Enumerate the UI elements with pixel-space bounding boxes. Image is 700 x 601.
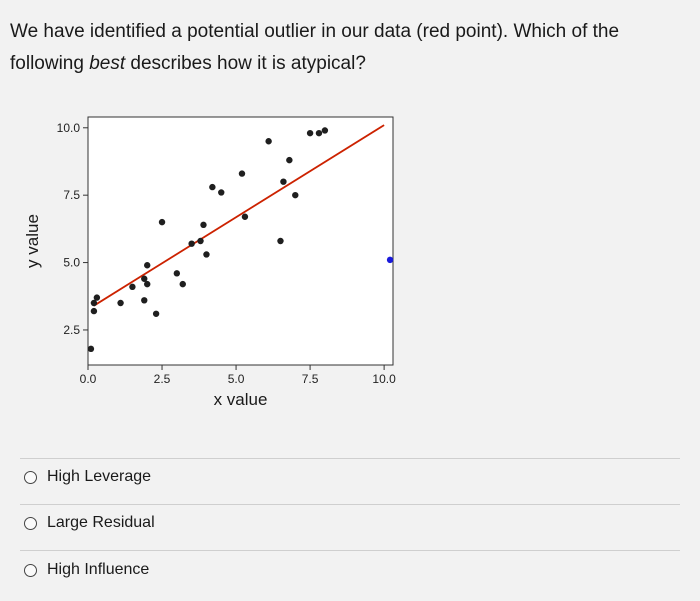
regression-line xyxy=(93,124,385,307)
data-point xyxy=(277,237,284,245)
data-point xyxy=(218,189,225,196)
data-point xyxy=(315,129,323,137)
option-high-leverage[interactable]: High Leverage xyxy=(24,468,151,486)
radio-button[interactable] xyxy=(24,563,37,577)
data-point xyxy=(209,183,216,191)
option-label: High Leverage xyxy=(47,468,152,485)
data-point xyxy=(265,138,272,145)
x-tick-label: 0.0 xyxy=(80,372,97,386)
y-axis-label: y value xyxy=(23,214,42,268)
question-text-part: describes how it is atypical? xyxy=(125,53,366,74)
radio-button[interactable] xyxy=(24,470,37,484)
y-tick-label: 5.0 xyxy=(63,256,80,270)
option-label: Large Residual xyxy=(47,514,155,531)
y-tick-label: 2.5 xyxy=(63,323,80,337)
data-point xyxy=(158,218,166,226)
x-axis-label: x value xyxy=(214,390,268,409)
data-point xyxy=(144,280,151,288)
question-text-part: We have identified a potential outlier i… xyxy=(10,21,620,74)
x-tick-label: 5.0 xyxy=(228,372,245,386)
question-emphasis: best xyxy=(89,53,126,74)
data-point xyxy=(306,129,314,137)
data-point xyxy=(173,270,181,277)
question-text: We have identified a potential outlier i… xyxy=(10,16,696,80)
data-point xyxy=(241,213,249,220)
option-high-influence[interactable]: High Influence xyxy=(24,561,149,579)
divider xyxy=(20,458,680,459)
x-tick-label: 2.5 xyxy=(154,372,171,386)
data-point xyxy=(197,237,204,245)
plot-area xyxy=(87,116,394,366)
option-large-residual[interactable]: Large Residual xyxy=(24,514,155,532)
y-tick-label: 10.0 xyxy=(57,121,81,135)
x-tick-label: 7.5 xyxy=(302,372,319,386)
radio-button[interactable] xyxy=(24,516,37,530)
data-point xyxy=(292,191,299,199)
scatter-plot-svg: 0.0 2.5 5.0 7.5 10.0 2.5 5.0 7.5 10.0 x value y … xyxy=(23,116,396,409)
data-point xyxy=(321,127,329,134)
divider xyxy=(20,550,680,551)
data-point xyxy=(188,240,195,247)
data-point xyxy=(203,251,210,258)
data-point xyxy=(141,297,148,304)
data-point xyxy=(90,307,98,315)
y-tick-label: 7.5 xyxy=(63,188,80,202)
data-point xyxy=(144,262,151,269)
data-point xyxy=(90,299,98,307)
data-point xyxy=(280,178,287,185)
data-point xyxy=(200,221,207,229)
data-point xyxy=(87,345,95,353)
option-label: High Influence xyxy=(47,561,150,578)
data-point xyxy=(286,156,293,164)
outlier-point xyxy=(386,256,394,264)
divider xyxy=(20,504,680,505)
scatter-plot: 0.0 2.5 5.0 7.5 10.0 2.5 5.0 7.5 10.0 x value y … xyxy=(0,100,700,420)
data-point xyxy=(93,294,101,301)
data-point xyxy=(179,280,186,288)
data-point xyxy=(238,170,246,177)
data-point xyxy=(152,310,160,317)
data-point xyxy=(141,275,148,282)
data-point xyxy=(117,299,124,307)
x-tick-label: 10.0 xyxy=(372,372,396,386)
data-point xyxy=(129,283,136,291)
